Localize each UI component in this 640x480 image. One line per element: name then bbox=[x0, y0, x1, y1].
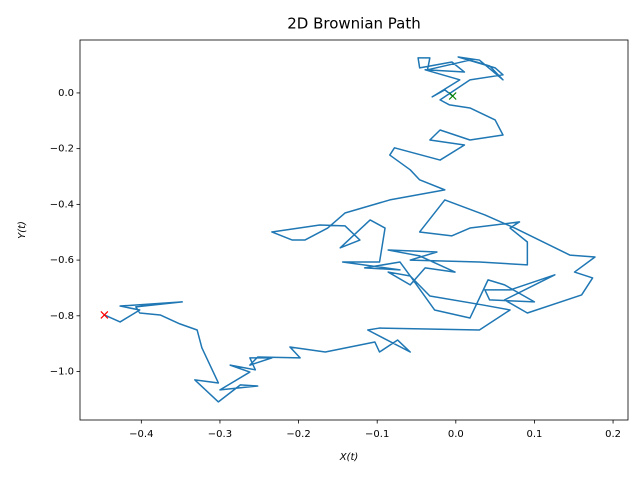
plot-frame bbox=[79, 39, 629, 421]
y-tick-label: 0.0 bbox=[58, 88, 74, 99]
y-axis-label: Y(t) bbox=[17, 221, 28, 239]
x-tick-label: 0.0 bbox=[448, 429, 464, 440]
y-tick-label: −0.4 bbox=[50, 199, 74, 210]
x-axis-label: X(t) bbox=[339, 452, 359, 463]
x-tick-label: 0.1 bbox=[526, 429, 542, 440]
x-tick-label: −0.1 bbox=[365, 429, 389, 440]
y-tick-label: −0.2 bbox=[50, 144, 74, 155]
line-series bbox=[104, 56, 596, 403]
x-tick-label: −0.4 bbox=[129, 429, 153, 440]
start-marker bbox=[448, 92, 457, 100]
y-tick-label: −0.8 bbox=[50, 311, 74, 322]
x-tick-label: −0.2 bbox=[286, 429, 310, 440]
x-tick-label: 0.2 bbox=[605, 429, 621, 440]
end-marker bbox=[100, 311, 109, 319]
x-tick-label: −0.3 bbox=[208, 429, 232, 440]
y-tick-label: −1.0 bbox=[50, 367, 74, 378]
y-tick-label: −0.6 bbox=[50, 255, 74, 266]
chart-title: 2D Brownian Path bbox=[287, 15, 421, 33]
